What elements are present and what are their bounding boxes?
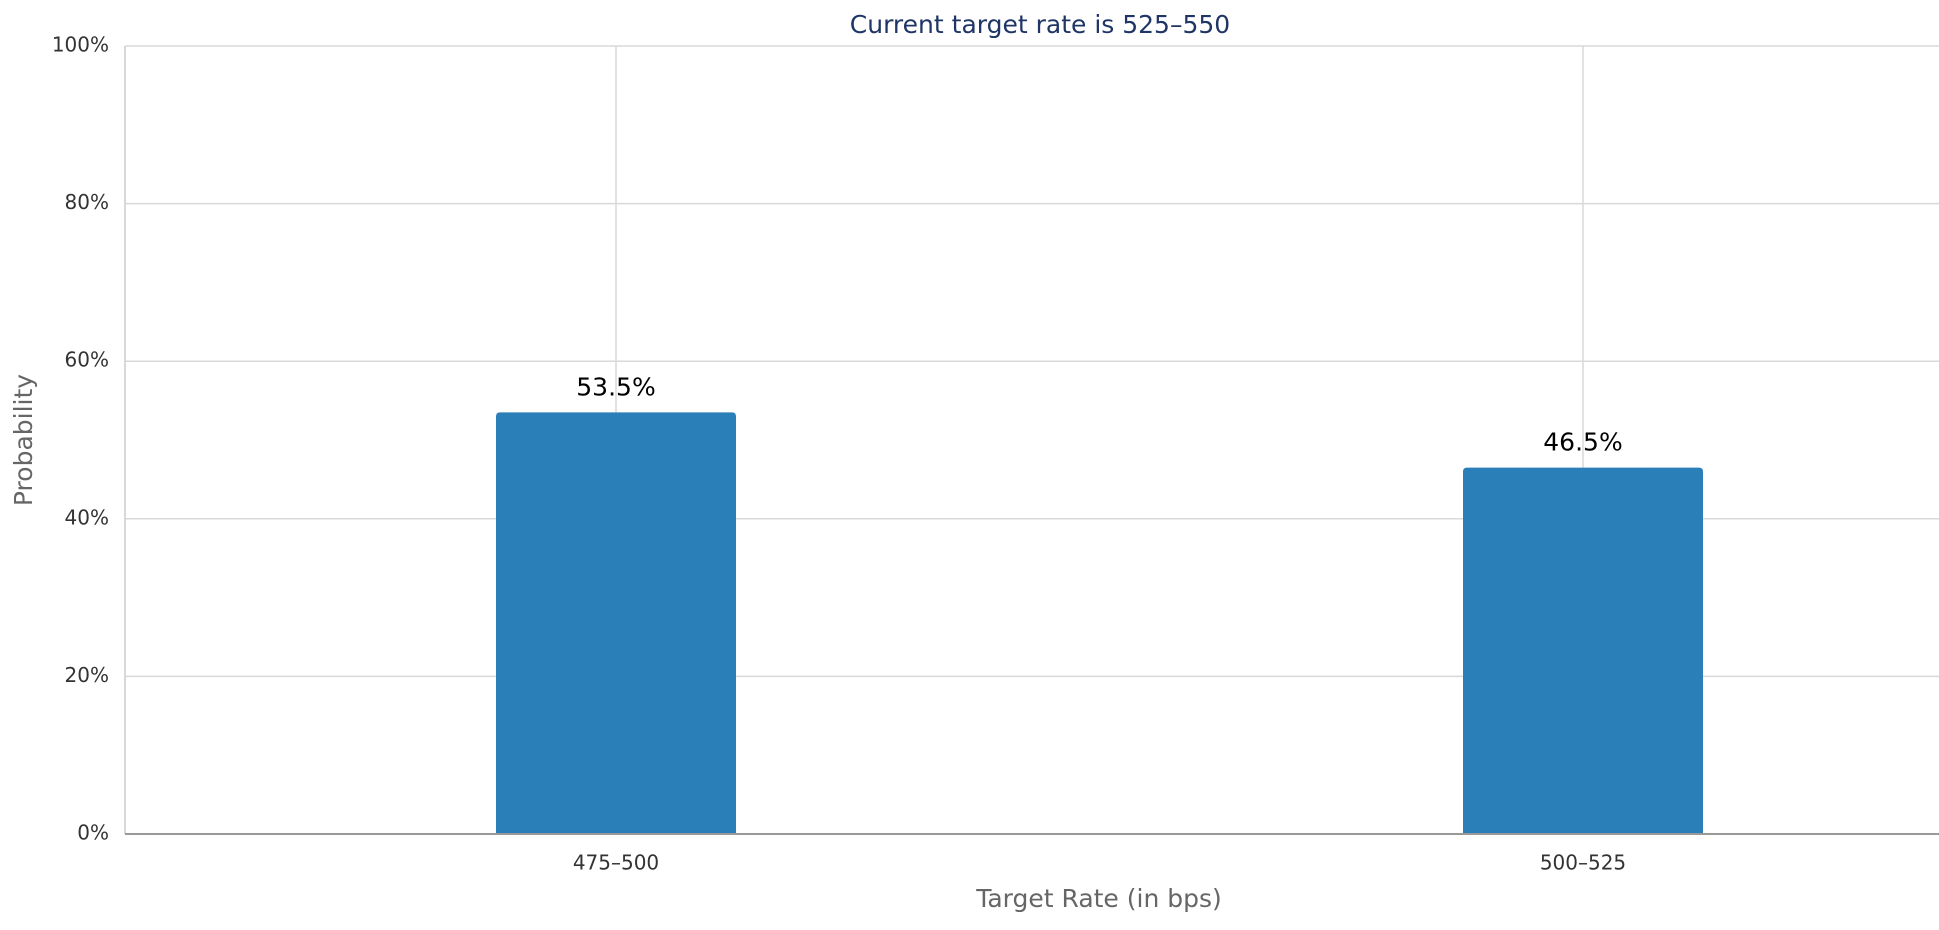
bar bbox=[496, 412, 736, 834]
y-tick-label: 40% bbox=[65, 505, 109, 529]
data-label: 53.5% bbox=[576, 372, 655, 401]
x-tick-label: 500–525 bbox=[1540, 851, 1626, 875]
x-axis-title: Target Rate (in bps) bbox=[975, 884, 1222, 913]
y-tick-label: 60% bbox=[65, 348, 109, 372]
y-tick-label: 20% bbox=[65, 663, 109, 687]
data-label: 46.5% bbox=[1543, 428, 1622, 457]
y-axis-title: Probability bbox=[9, 374, 38, 506]
y-tick-label: 100% bbox=[52, 33, 109, 57]
bar bbox=[1463, 467, 1703, 834]
x-tick-label: 475–500 bbox=[573, 851, 659, 875]
y-tick-label: 0% bbox=[77, 821, 109, 845]
chart-title: Current target rate is 525–550 bbox=[850, 10, 1230, 39]
y-tick-label: 80% bbox=[65, 190, 109, 214]
